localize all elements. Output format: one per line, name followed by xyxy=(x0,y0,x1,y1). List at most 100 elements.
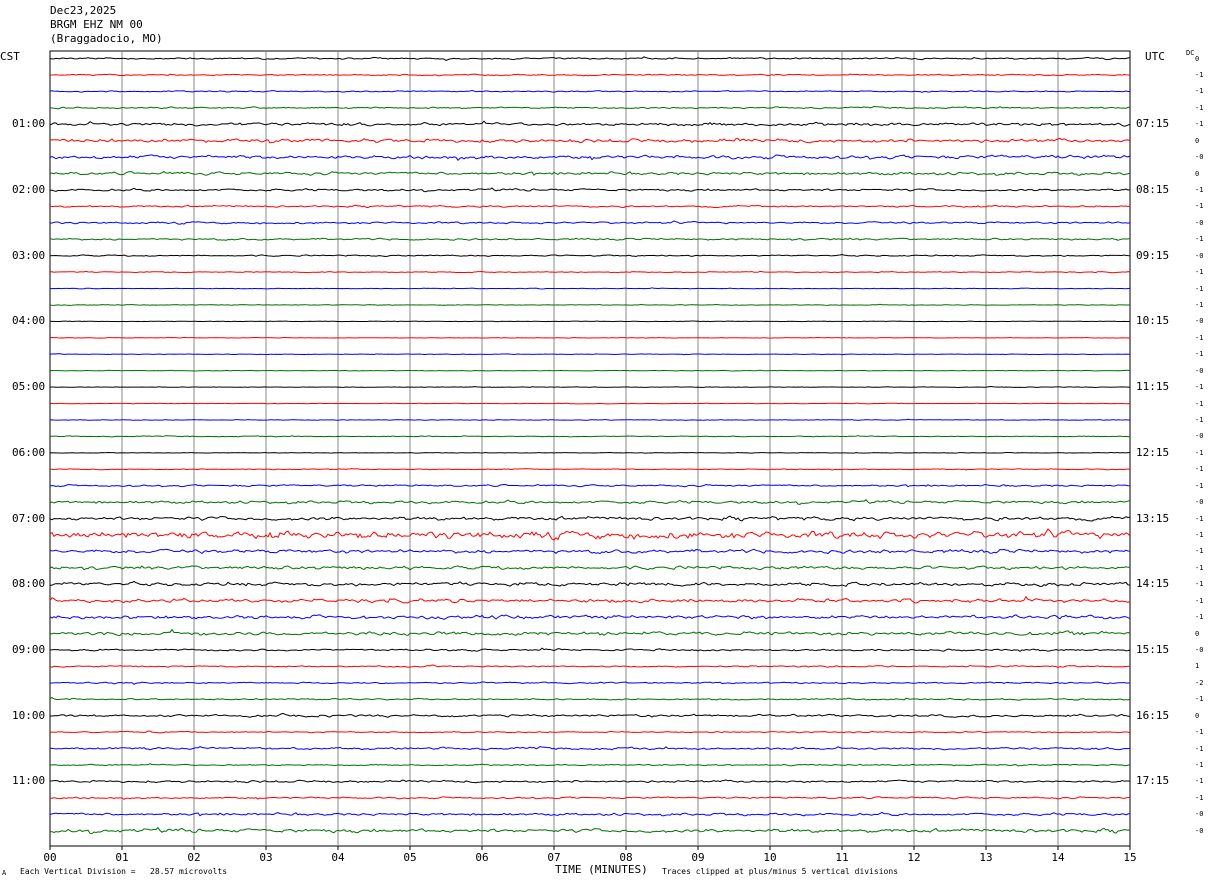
x-tick-label-12: 12 xyxy=(907,851,920,864)
dc-offset-label: 1 xyxy=(1195,662,1200,671)
right-hour-label: 16:15 xyxy=(1136,708,1170,722)
trace-30 xyxy=(49,528,1131,541)
dc-offset-label: -1 xyxy=(1195,563,1204,572)
trace-48 xyxy=(49,826,1131,835)
trace-16 xyxy=(49,303,1131,306)
x-tick-label-01: 01 xyxy=(115,851,128,864)
dc-offset-label: -1 xyxy=(1195,695,1204,704)
trace-37 xyxy=(49,647,1131,653)
trace-13 xyxy=(49,254,1131,257)
seismic-traces xyxy=(49,56,1131,835)
dc-offset-label: -0 xyxy=(1195,366,1204,375)
trace-21 xyxy=(49,386,1131,389)
trace-8 xyxy=(49,171,1131,176)
trace-32 xyxy=(49,565,1131,571)
x-tick-label-04: 04 xyxy=(331,851,345,864)
x-tick-label-03: 03 xyxy=(259,851,272,864)
dc-offset-label: -0 xyxy=(1195,153,1204,162)
dc-offset-label: -1 xyxy=(1195,793,1204,802)
dc-offset-label: -1 xyxy=(1195,415,1204,424)
x-tick-label-07: 07 xyxy=(547,851,560,864)
left-hour-label: 10:00 xyxy=(12,708,46,722)
trace-47 xyxy=(49,811,1131,817)
left-timezone-label: CST xyxy=(0,50,20,63)
dc-offset-label: -1 xyxy=(1195,530,1204,539)
trace-35 xyxy=(49,614,1131,620)
dc-offset-label: 0 xyxy=(1195,136,1200,145)
dc-offset-label: -1 xyxy=(1195,728,1204,737)
dc-offset-label: -1 xyxy=(1195,383,1204,392)
trace-39 xyxy=(49,681,1131,685)
plot-frame xyxy=(49,50,1131,847)
trace-27 xyxy=(49,483,1131,488)
trace-4 xyxy=(49,105,1131,110)
trace-29 xyxy=(49,515,1131,522)
x-axis-ticks: 00 01 02 03 04 05 06 07 08 09 10 11 12 13 14 15 xyxy=(43,846,1137,864)
clip-note: Traces clipped at plus/minus 5 vertical … xyxy=(662,867,899,876)
trace-45 xyxy=(49,779,1131,784)
right-hour-label: 08:15 xyxy=(1136,182,1170,196)
right-hour-label: 09:15 xyxy=(1136,248,1170,262)
trace-41 xyxy=(49,712,1131,718)
dc-offset-label: -1 xyxy=(1195,547,1204,556)
trace-25 xyxy=(49,451,1131,454)
dc-offset-label: -1 xyxy=(1195,465,1204,474)
right-hour-label: 10:15 xyxy=(1136,314,1170,328)
minute-gridlines xyxy=(49,50,1131,847)
trace-34 xyxy=(49,595,1131,604)
trace-23 xyxy=(49,418,1131,421)
left-hour-label: 03:00 xyxy=(12,248,46,262)
dc-offset-label: -1 xyxy=(1195,399,1204,408)
x-tick-label-11: 11 xyxy=(835,851,848,864)
dc-offset-label: 0 xyxy=(1195,629,1200,638)
trace-31 xyxy=(49,548,1131,555)
location-label: (Braggadocio, MO) xyxy=(50,32,163,45)
left-hour-label: 04:00 xyxy=(12,314,46,328)
dc-offset-label: -1 xyxy=(1195,777,1204,786)
x-tick-label-00: 00 xyxy=(43,851,56,864)
trace-7 xyxy=(49,154,1131,161)
dc-offset-label: -1 xyxy=(1195,300,1204,309)
trace-46 xyxy=(49,796,1131,800)
x-tick-label-10: 10 xyxy=(763,851,776,864)
left-hour-label: 07:00 xyxy=(12,511,46,525)
right-hour-label: 14:15 xyxy=(1136,577,1170,591)
trace-18 xyxy=(49,336,1131,339)
trace-1 xyxy=(49,56,1131,61)
scale-mark: A xyxy=(2,869,7,877)
dc-header-label: DC xyxy=(1186,49,1195,57)
x-tick-label-06: 06 xyxy=(475,851,488,864)
trace-10 xyxy=(49,204,1131,209)
trace-19 xyxy=(49,353,1131,356)
trace-26 xyxy=(49,468,1131,471)
dc-offset-label: -1 xyxy=(1195,580,1204,589)
trace-28 xyxy=(49,499,1131,505)
right-timezone-label: UTC xyxy=(1145,50,1165,63)
x-tick-label-14: 14 xyxy=(1051,851,1065,864)
dc-offset-label: -1 xyxy=(1195,120,1204,129)
trace-43 xyxy=(49,745,1131,751)
x-axis-label: TIME (MINUTES) xyxy=(555,863,648,876)
trace-14 xyxy=(49,270,1131,274)
left-hour-label: 08:00 xyxy=(12,577,46,591)
dc-offset-label: -0 xyxy=(1195,826,1204,835)
trace-22 xyxy=(49,402,1131,405)
dc-offset-label: -1 xyxy=(1195,448,1204,457)
dc-offset-label: -0 xyxy=(1195,810,1204,819)
dc-offset-label: -1 xyxy=(1195,613,1204,622)
trace-44 xyxy=(49,763,1131,767)
dc-offset-label: 0 xyxy=(1195,54,1200,63)
dc-offset-label: -1 xyxy=(1195,284,1204,293)
left-hour-label: 06:00 xyxy=(12,445,46,459)
dc-offset-label: -1 xyxy=(1195,185,1204,194)
trace-36 xyxy=(49,628,1131,637)
trace-11 xyxy=(49,220,1131,225)
dc-offset-label: -1 xyxy=(1195,202,1204,211)
dc-offset-label: -0 xyxy=(1195,317,1204,326)
x-tick-label-02: 02 xyxy=(187,851,200,864)
dc-offset-label: -1 xyxy=(1195,268,1204,277)
dc-offset-label: -0 xyxy=(1195,498,1204,507)
dc-offset-label: -1 xyxy=(1195,333,1204,342)
dc-offset-label: 0 xyxy=(1195,169,1200,178)
